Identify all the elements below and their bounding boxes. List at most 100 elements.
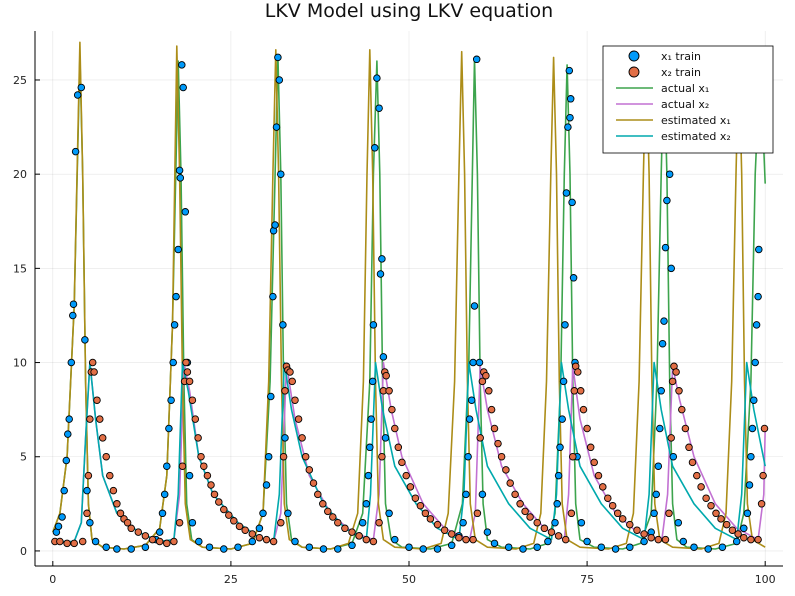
data-point-x1_train bbox=[566, 95, 575, 103]
data-point-x1_train bbox=[558, 415, 566, 423]
data-point-x1_train bbox=[277, 170, 285, 178]
data-point-x2_train bbox=[667, 434, 675, 442]
data-point-x2_train bbox=[494, 439, 502, 448]
x-tick-label: 75 bbox=[580, 573, 594, 586]
data-point-x1_train bbox=[366, 443, 374, 452]
legend-label-x1_train: x₁ train bbox=[661, 50, 701, 63]
data-point-x2_train bbox=[84, 471, 93, 480]
data-point-x1_train bbox=[170, 321, 179, 329]
data-point-x2_train bbox=[398, 458, 406, 467]
data-point-x2_train bbox=[722, 520, 731, 529]
data-point-x2_train bbox=[88, 358, 97, 367]
data-point-x1_train bbox=[319, 545, 328, 553]
data-point-x2_train bbox=[633, 526, 641, 534]
data-point-x2_train bbox=[298, 434, 306, 442]
data-point-x2_train bbox=[134, 528, 143, 536]
data-point-x1_train bbox=[391, 535, 399, 544]
data-point-x2_train bbox=[433, 520, 442, 529]
data-point-x2_train bbox=[291, 396, 299, 404]
data-point-x1_train bbox=[378, 255, 386, 263]
data-point-x1_train bbox=[669, 452, 678, 461]
data-point-x2_train bbox=[574, 368, 582, 376]
y-tick-label: 25 bbox=[13, 74, 27, 87]
data-point-x1_train bbox=[381, 434, 390, 442]
y-tick-label: 0 bbox=[20, 545, 27, 558]
data-point-x2_train bbox=[378, 452, 386, 461]
data-point-x1_train bbox=[751, 358, 759, 367]
data-point-x1_train bbox=[459, 518, 467, 527]
data-point-x1_train bbox=[271, 221, 279, 229]
data-point-x2_train bbox=[511, 490, 519, 499]
data-point-x1_train bbox=[127, 545, 135, 553]
y-tick-label: 20 bbox=[13, 168, 27, 181]
data-point-x1_train bbox=[368, 377, 377, 386]
data-point-x2_train bbox=[647, 533, 655, 542]
data-point-x1_train bbox=[565, 66, 574, 75]
data-point-x2_train bbox=[462, 535, 470, 544]
data-point-x2_train bbox=[375, 518, 383, 527]
data-point-x2_train bbox=[109, 486, 118, 495]
data-point-x2_train bbox=[717, 515, 725, 523]
data-point-x2_train bbox=[255, 533, 264, 542]
data-point-x2_train bbox=[759, 471, 767, 480]
data-point-x2_train bbox=[70, 539, 78, 548]
data-point-x2_train bbox=[661, 535, 670, 544]
data-point-x1_train bbox=[483, 528, 492, 536]
data-point-x2_train bbox=[241, 526, 249, 534]
legend: x₁ train x₂ train actual x₁ actual x₂ estima… bbox=[602, 45, 774, 154]
legend-box bbox=[602, 45, 774, 154]
data-point-x1_train bbox=[172, 292, 180, 301]
data-point-x2_train bbox=[406, 483, 415, 491]
x-tick-label: 50 bbox=[402, 573, 416, 586]
data-point-x2_train bbox=[113, 500, 121, 508]
data-point-x1_train bbox=[626, 543, 634, 551]
data-point-x1_train bbox=[248, 537, 257, 546]
data-point-x1_train bbox=[597, 543, 606, 551]
data-point-x2_train bbox=[440, 526, 449, 534]
data-point-x2_train bbox=[569, 452, 577, 461]
data-point-x2_train bbox=[586, 443, 595, 452]
data-point-x2_train bbox=[203, 471, 212, 480]
data-point-x2_train bbox=[106, 471, 114, 480]
data-point-x2_train bbox=[579, 405, 588, 414]
data-point-x1_train bbox=[718, 543, 727, 551]
data-point-x2_train bbox=[411, 494, 420, 502]
data-point-x1_train bbox=[174, 245, 182, 254]
data-point-x2_train bbox=[127, 524, 135, 533]
data-point-x2_train bbox=[178, 462, 187, 470]
data-point-x2_train bbox=[183, 368, 192, 376]
data-point-x2_train bbox=[447, 530, 456, 538]
data-point-x2_train bbox=[608, 501, 617, 510]
data-point-x2_train bbox=[476, 434, 484, 442]
data-point-x2_train bbox=[394, 443, 403, 452]
data-point-x1_train bbox=[155, 528, 164, 536]
data-point-x1_train bbox=[371, 144, 379, 152]
data-point-x1_train bbox=[533, 543, 541, 551]
data-point-x2_train bbox=[102, 452, 110, 461]
data-point-x2_train bbox=[385, 387, 393, 395]
data-point-x1_train bbox=[577, 518, 586, 527]
data-point-x1_train bbox=[658, 339, 667, 348]
data-point-x1_train bbox=[379, 353, 388, 361]
data-point-x2_train bbox=[640, 530, 648, 538]
data-point-x2_train bbox=[654, 535, 663, 544]
data-point-x2_train bbox=[478, 377, 487, 386]
data-point-x2_train bbox=[426, 515, 435, 523]
data-point-x1_train bbox=[71, 147, 80, 156]
data-point-x2_train bbox=[757, 500, 766, 508]
y-tick-label: 10 bbox=[13, 357, 27, 370]
data-point-x1_train bbox=[472, 55, 481, 64]
data-point-x2_train bbox=[324, 507, 332, 516]
data-point-x2_train bbox=[355, 532, 363, 540]
data-point-x2_train bbox=[141, 532, 150, 540]
data-point-x1_train bbox=[504, 543, 513, 551]
data-point-x1_train bbox=[750, 396, 758, 404]
data-point-x1_train bbox=[748, 424, 757, 433]
data-point-x1_train bbox=[269, 292, 277, 301]
data-point-x2_train bbox=[402, 471, 410, 480]
data-point-x1_train bbox=[663, 196, 671, 205]
data-point-x1_train bbox=[178, 61, 186, 69]
data-point-x1_train bbox=[564, 123, 572, 131]
legend-label-x2_train: x₂ train bbox=[661, 66, 701, 79]
data-point-x1_train bbox=[375, 104, 383, 112]
